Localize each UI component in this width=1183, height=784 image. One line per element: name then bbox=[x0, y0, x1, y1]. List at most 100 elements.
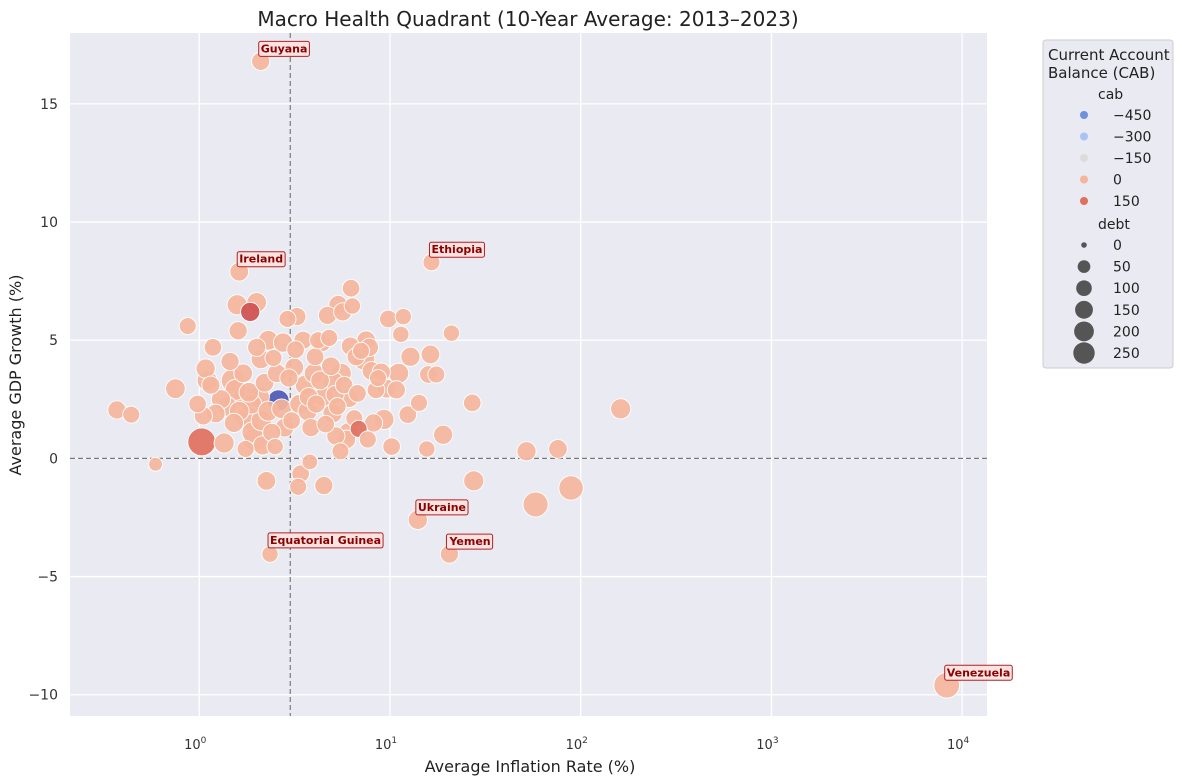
legend-hue-label: 0 bbox=[1113, 173, 1122, 189]
data-point bbox=[316, 414, 335, 434]
legend-hue-marker bbox=[1080, 132, 1088, 141]
annotation-label: Ethiopia bbox=[431, 243, 482, 256]
legend-size-entries: 0 50 100 150 200 250 bbox=[1073, 238, 1140, 364]
data-point bbox=[256, 471, 277, 491]
data-point bbox=[228, 321, 248, 341]
legend-hue-marker bbox=[1080, 197, 1088, 205]
legend-title-line-1: Current Account bbox=[1048, 46, 1170, 64]
y-tick-label: −10 bbox=[28, 688, 58, 704]
data-point bbox=[398, 405, 418, 424]
data-point bbox=[122, 405, 141, 424]
annotation-box bbox=[236, 251, 286, 268]
y-axis-label: Average GDP Growth (%) bbox=[6, 275, 25, 476]
annotation-label: Ireland bbox=[239, 253, 283, 266]
data-point bbox=[201, 375, 221, 395]
legend-hue-marker bbox=[1080, 175, 1088, 184]
annotation-box bbox=[267, 532, 384, 549]
annotation-label: Equatorial Guinea bbox=[270, 534, 381, 547]
data-point bbox=[331, 442, 350, 461]
legend-size-marker bbox=[1081, 242, 1087, 248]
data-point bbox=[433, 424, 454, 445]
y-tick-label: −5 bbox=[37, 570, 58, 586]
data-point bbox=[343, 297, 362, 315]
data-point bbox=[279, 368, 299, 388]
data-point bbox=[610, 398, 632, 420]
data-point bbox=[382, 437, 401, 456]
data-point bbox=[410, 393, 429, 412]
legend-size-label: 50 bbox=[1113, 260, 1131, 276]
data-point bbox=[368, 369, 387, 388]
legend-hue-marker bbox=[1080, 154, 1088, 162]
data-point bbox=[247, 337, 267, 357]
data-point bbox=[165, 378, 186, 399]
data-point bbox=[264, 348, 283, 367]
data-point bbox=[348, 384, 367, 403]
data-point bbox=[238, 381, 260, 403]
data-point bbox=[236, 439, 255, 458]
annotation-box bbox=[428, 241, 485, 258]
x-tick-label: 102 bbox=[566, 736, 588, 753]
y-axis-ticks: 15 10 5 0 −5 −10 bbox=[28, 97, 58, 704]
legend-box bbox=[1042, 39, 1174, 369]
annotation-label: Yemen bbox=[448, 535, 490, 548]
data-point bbox=[305, 347, 325, 367]
data-point bbox=[286, 340, 305, 359]
data-points bbox=[107, 51, 961, 699]
data-point bbox=[195, 358, 216, 379]
data-point bbox=[516, 441, 537, 462]
legend-hue-title: cab bbox=[1098, 87, 1123, 103]
annotation-label: Venezuela bbox=[947, 666, 1011, 679]
annotation-box bbox=[944, 664, 1013, 681]
data-point bbox=[306, 394, 326, 414]
legend-size-label: 100 bbox=[1113, 281, 1140, 297]
data-point bbox=[320, 328, 339, 347]
data-point bbox=[213, 432, 235, 454]
x-tick-label: 103 bbox=[756, 736, 778, 753]
annotation-venezuela: Venezuela bbox=[944, 664, 1013, 681]
data-point bbox=[310, 370, 330, 391]
annotation-yemen: Yemen bbox=[445, 533, 494, 550]
data-point bbox=[386, 380, 406, 400]
annotation-ukraine: Ukraine bbox=[415, 499, 469, 516]
legend-size-label: 200 bbox=[1113, 324, 1140, 340]
data-point bbox=[328, 397, 347, 416]
data-point bbox=[427, 365, 446, 384]
annotation-box bbox=[415, 499, 469, 516]
data-point bbox=[240, 301, 261, 322]
data-point bbox=[442, 324, 461, 342]
data-point bbox=[321, 356, 341, 377]
legend-size-marker bbox=[1074, 321, 1094, 342]
data-point bbox=[548, 439, 568, 459]
legend-hue-marker bbox=[1080, 111, 1088, 119]
data-point bbox=[341, 278, 361, 298]
data-point bbox=[420, 344, 441, 365]
x-axis-label: Average Inflation Rate (%) bbox=[425, 757, 636, 776]
x-axis-ticks: 100 101 102 103 104 bbox=[184, 736, 969, 753]
data-point bbox=[352, 341, 371, 360]
chart-title: Macro Health Quadrant (10-Year Average: … bbox=[257, 7, 798, 31]
data-point bbox=[266, 437, 284, 456]
y-tick-label: 5 bbox=[49, 333, 58, 349]
annotations: Guyana Ireland Ethiopia Ukraine Equatorial G… bbox=[236, 40, 1013, 681]
annotation-label: Ukraine bbox=[418, 501, 466, 514]
data-point bbox=[418, 440, 436, 458]
x-tick-label: 100 bbox=[184, 736, 207, 753]
legend-hue-label: −300 bbox=[1113, 130, 1151, 146]
data-point bbox=[220, 351, 240, 372]
x-tick-label: 101 bbox=[375, 736, 397, 753]
legend-hue-label: −150 bbox=[1113, 151, 1151, 167]
annotation-box bbox=[445, 533, 494, 550]
data-point bbox=[394, 307, 412, 326]
annotation-box bbox=[258, 40, 310, 57]
data-point bbox=[289, 477, 308, 496]
legend-title-line-2: Balance (CAB) bbox=[1048, 64, 1155, 82]
data-point bbox=[188, 394, 207, 414]
annotation-guyana: Guyana bbox=[258, 40, 310, 57]
annotation-equatorial-guinea: Equatorial Guinea bbox=[267, 532, 384, 549]
annotation-label: Guyana bbox=[261, 42, 308, 55]
data-point bbox=[223, 412, 245, 434]
annotation-ethiopia: Ethiopia bbox=[428, 241, 485, 258]
data-point bbox=[379, 309, 398, 329]
data-point bbox=[203, 338, 223, 357]
